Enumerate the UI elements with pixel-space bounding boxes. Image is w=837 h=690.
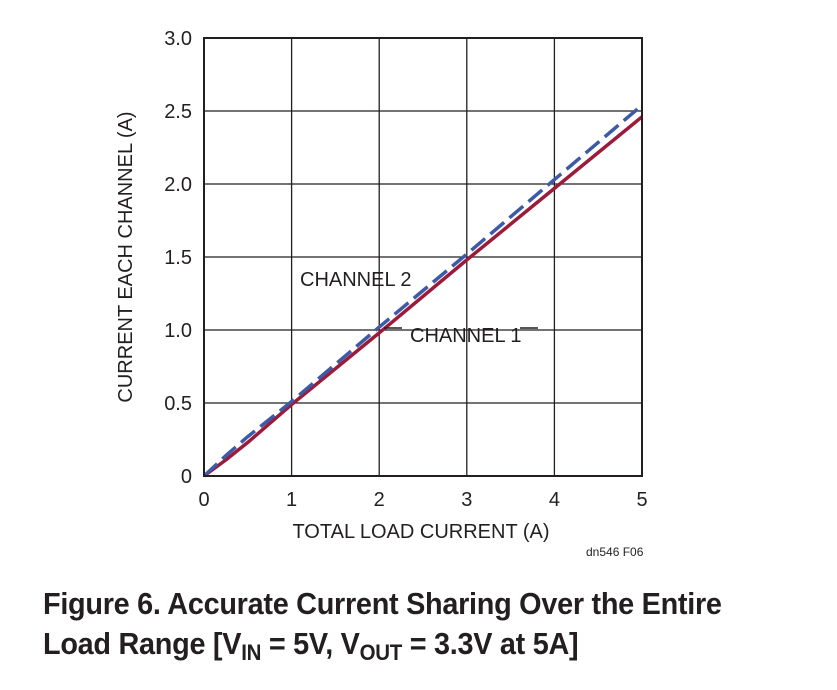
plot-frame [203, 37, 643, 477]
x-tick-label: 2 [374, 489, 385, 511]
x-tick-label: 1 [286, 489, 297, 511]
figure-caption-line-2: Load Range [VIN = 5V, VOUT = 3.3V at 5A] [43, 624, 778, 664]
series-line-1 [202, 115, 644, 478]
grid [204, 38, 642, 476]
y-tick-label: 1.5 [164, 247, 192, 269]
caption-middle: = 5V, V [261, 626, 360, 661]
x-axis-label: TOTAL LOAD CURRENT (A) [292, 521, 549, 543]
y-axis-label: CURRENT EACH CHANNEL (A) [115, 111, 137, 402]
caption-prefix: Load Range [V [43, 626, 242, 661]
y-tick-label: 3.0 [164, 28, 192, 50]
series-lines [202, 103, 644, 478]
tick-labels: 0 1 2 3 4 5 0 0.5 1.0 1.5 2.0 2.5 3.0 [164, 28, 647, 511]
x-tick-label: 0 [198, 489, 209, 511]
channel-2-annotation: CHANNEL 2 [300, 269, 412, 291]
caption-subscript-out: OUT [359, 640, 403, 665]
figure-caption-line-1: Figure 6. Accurate Current Sharing Over … [43, 586, 722, 621]
line-chart: 0 1 2 3 4 5 0 0.5 1.0 1.5 2.0 2.5 3.0 CURRENT EACH C… [115, 28, 648, 559]
x-tick-label: 4 [549, 489, 560, 511]
y-tick-label: 2.0 [164, 174, 192, 196]
y-tick-label: 1.0 [164, 320, 192, 342]
caption-subscript-in: IN [241, 640, 262, 665]
x-tick-label: 5 [636, 489, 647, 511]
y-tick-label: 2.5 [164, 101, 192, 123]
channel-1-annotation: CHANNEL 1 [410, 325, 522, 347]
figure-credit: dn546 F06 [586, 545, 644, 559]
y-tick-label: 0 [181, 466, 192, 488]
x-tick-label: 3 [461, 489, 472, 511]
series-line-2 [202, 103, 644, 478]
caption-suffix: = 3.3V at 5A] [401, 626, 579, 661]
y-tick-label: 0.5 [164, 393, 192, 415]
